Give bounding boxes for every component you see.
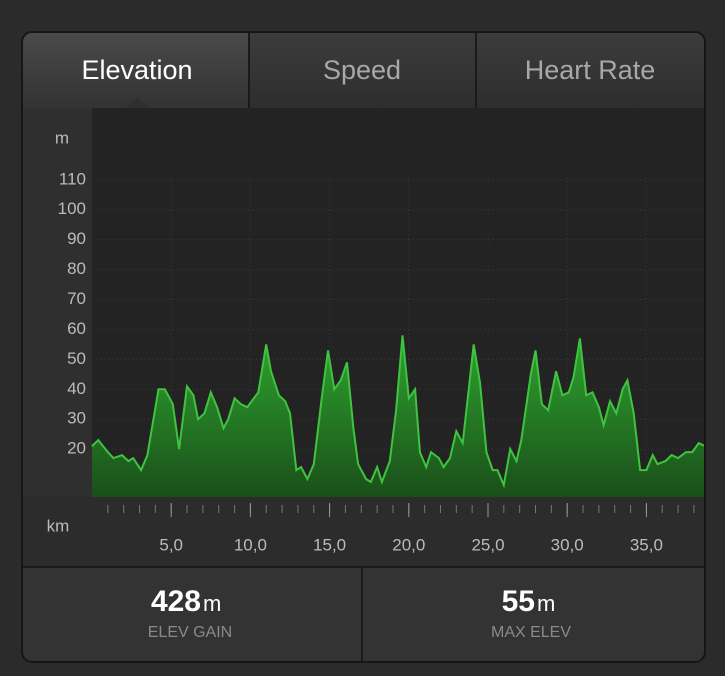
x-tick-label: 20,0 <box>392 535 425 554</box>
elevation-area <box>92 335 705 497</box>
tab-label[interactable]: Elevation <box>81 55 192 85</box>
y-tick-label: 100 <box>58 199 86 218</box>
stat-unit: m <box>537 591 555 616</box>
stat-label: ELEV GAIN <box>148 624 232 641</box>
x-tick-label: 25,0 <box>471 535 504 554</box>
x-tick-label: 10,0 <box>234 535 267 554</box>
stat-value: 55 <box>502 585 535 618</box>
y-tick-label: 60 <box>67 319 86 338</box>
stat-label: MAX ELEV <box>491 624 571 641</box>
y-tick-label: 20 <box>67 439 86 458</box>
tab[interactable] <box>476 32 705 108</box>
tab[interactable] <box>249 32 476 108</box>
x-unit: km <box>47 516 70 535</box>
y-unit: m <box>55 128 69 147</box>
y-tick-label: 80 <box>67 259 86 278</box>
x-tick-label: 5,0 <box>159 535 183 554</box>
elevation-line <box>91 335 705 489</box>
x-tick-label: 30,0 <box>551 535 584 554</box>
tab-pointer <box>125 97 149 108</box>
stats-bg <box>22 567 705 662</box>
tab-label[interactable]: Heart Rate <box>525 55 656 85</box>
x-tick-label: 15,0 <box>313 535 346 554</box>
y-tick-label: 40 <box>67 379 86 398</box>
y-tick-label: 50 <box>67 349 86 368</box>
stat-unit: m <box>203 591 221 616</box>
y-tick-label: 70 <box>67 289 86 308</box>
tab-label[interactable]: Speed <box>323 55 401 85</box>
panel-border <box>21 31 706 663</box>
y-tick-label: 110 <box>59 169 86 188</box>
stat-value: 428 <box>151 585 201 618</box>
y-tick-label: 30 <box>67 409 86 428</box>
y-axis-bg <box>22 108 92 497</box>
tab[interactable] <box>22 32 249 108</box>
y-tick-label: 90 <box>67 229 86 248</box>
x-tick-label: 35,0 <box>630 535 663 554</box>
x-axis-bg <box>22 497 705 567</box>
